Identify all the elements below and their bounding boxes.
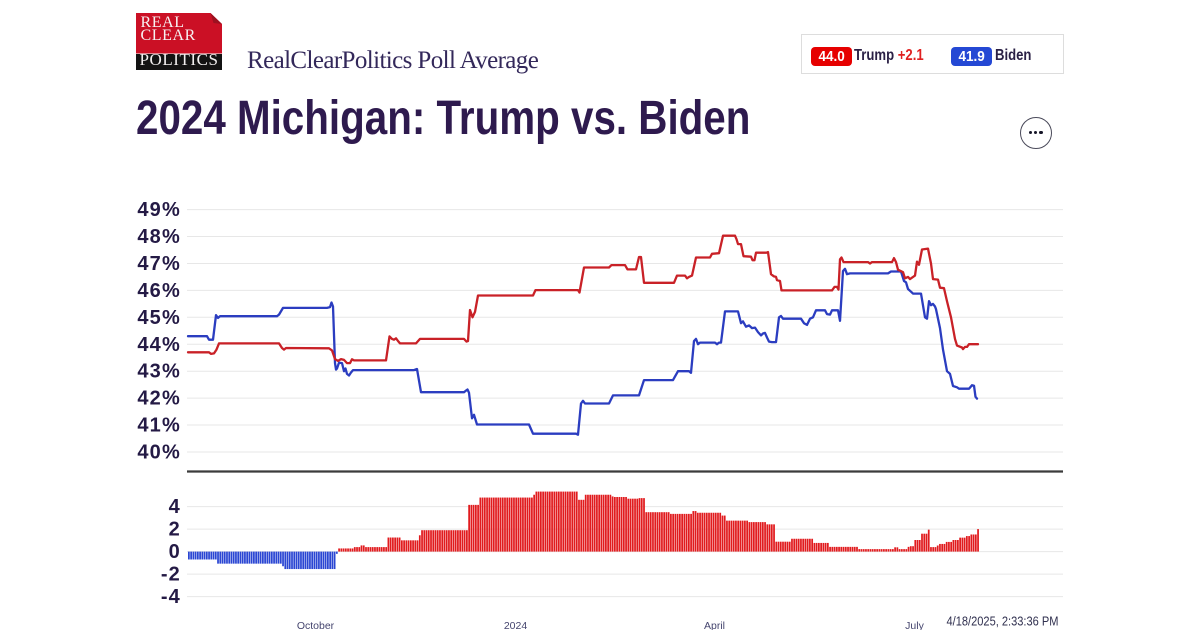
svg-text:40%: 40% bbox=[137, 442, 181, 464]
svg-text:October: October bbox=[297, 620, 335, 630]
svg-text:2: 2 bbox=[169, 519, 181, 541]
svg-text:45%: 45% bbox=[137, 307, 181, 329]
svg-text:43%: 43% bbox=[137, 361, 181, 383]
svg-text:46%: 46% bbox=[137, 280, 181, 302]
svg-text:-4: -4 bbox=[161, 586, 181, 608]
svg-text:49%: 49% bbox=[137, 199, 181, 221]
svg-text:-2: -2 bbox=[161, 564, 181, 586]
svg-text:47%: 47% bbox=[137, 253, 181, 275]
svg-text:44%: 44% bbox=[137, 334, 181, 356]
svg-text:July: July bbox=[905, 620, 924, 630]
svg-text:4/18/2025, 2:33:36 PM: 4/18/2025, 2:33:36 PM bbox=[947, 615, 1059, 629]
svg-text:4: 4 bbox=[169, 496, 181, 518]
svg-text:42%: 42% bbox=[137, 388, 181, 410]
svg-text:2024: 2024 bbox=[504, 620, 528, 630]
svg-text:April: April bbox=[704, 620, 725, 630]
svg-text:48%: 48% bbox=[137, 226, 181, 248]
svg-text:41%: 41% bbox=[137, 415, 181, 437]
svg-text:0: 0 bbox=[169, 541, 181, 563]
